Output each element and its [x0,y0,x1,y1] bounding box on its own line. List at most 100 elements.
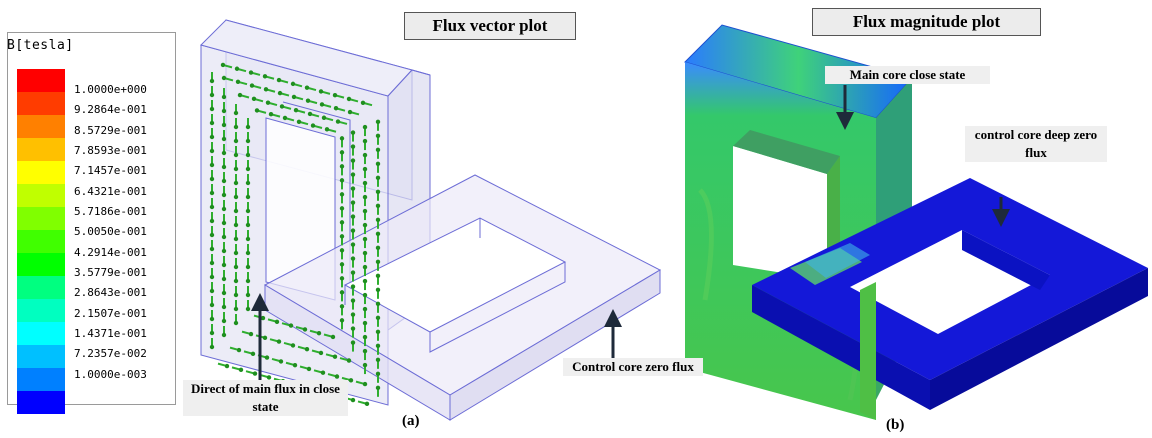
flux-vector-head [347,109,353,115]
legend-swatch [17,161,65,184]
flux-vector-head [221,136,227,142]
flux-vector-head [350,200,356,205]
flux-vector-head [221,94,227,100]
flux-vector-head [233,138,239,144]
legend-swatch [17,69,65,92]
legend-swatch [17,92,65,115]
flux-vector-head [209,134,215,140]
flux-vector-head [233,152,239,158]
flux-vector-head [233,180,239,186]
flux-vector-head [350,186,356,191]
flux-vector-head [292,362,298,368]
flux-vector-head [245,124,251,130]
panel-b-control-note: control core deep zero flux [965,126,1107,162]
flux-vector-head [362,334,368,340]
flux-vector-head [236,347,242,353]
flux-vector-head [209,162,215,168]
flux-vector-head [350,298,356,303]
flux-vector-head [375,175,381,181]
flux-vector-head [375,315,381,321]
flux-vector-head [305,98,311,103]
flux-vector-head [318,350,324,356]
flux-vector-head [362,250,368,256]
flux-vector-head [333,106,339,111]
flux-vector-head [339,234,345,239]
flux-vector-head [233,222,239,228]
flux-vector-head [209,288,215,294]
legend-label: 3.5779e-001 [74,266,147,280]
flux-vector-head [220,62,226,68]
flux-vector-head [339,206,345,211]
flux-vector-head [304,346,310,352]
flux-vector-head [339,318,345,323]
panel-b-label: (b) [886,417,905,433]
flux-vector-head [375,217,381,223]
flux-vector-head [265,100,271,105]
flux-vector-head [264,355,270,360]
flux-vector-head [362,138,368,144]
legend-swatch [17,299,65,322]
flux-vector-head [350,158,356,163]
flux-vector-head [233,306,239,312]
flux-vector-head [221,248,227,254]
flux-vector-head [375,161,381,167]
flux-vector-head [233,208,239,214]
flux-vector-head [339,290,345,295]
flux-vector-head [307,111,313,117]
legend-swatch [17,391,65,414]
legend-swatch [17,207,65,230]
flux-vector-head [209,106,215,112]
flux-vector-head [288,323,294,328]
flux-vector-head [319,102,325,107]
flux-vector-head [250,351,256,357]
flux-vector-head [304,85,310,90]
flux-vector-head [245,236,251,242]
flux-vector-head [221,262,227,268]
flux-vector-head [306,366,312,372]
flux-vector-head [375,343,381,349]
panel-a-label: (a) [402,413,420,429]
flux-vector-head [362,180,368,186]
legend-label: 1.0000e+000 [74,83,147,96]
panel-b-geometry [684,24,1148,420]
flux-vector-head [279,104,285,109]
flux-vector-head [339,192,345,197]
flux-vector-head [221,122,227,128]
panel-b-main-core-note: Main core close state [825,66,990,84]
flux-vector-head [245,166,251,172]
legend-label: 2.1507e-001 [74,306,147,320]
flux-vector-head [350,228,356,233]
flux-vector-head [235,79,241,84]
flux-vector-head [221,290,227,296]
flux-vector-head [362,348,368,354]
flux-vector-head [350,340,356,345]
flux-vector-head [233,124,239,130]
flux-vector-head [350,242,356,247]
flux-vector-head [282,115,288,121]
flux-vector-head [350,312,356,317]
flux-vector-head [209,330,215,336]
flux-vector-head [278,359,284,364]
flux-vector-head [233,110,239,116]
flux-vector-head [364,401,370,407]
flux-vector-head [233,264,239,270]
legend-swatch [17,253,65,276]
flux-vector-head [245,194,251,200]
flux-vector-head [375,301,381,307]
legend-label: 4.2914e-001 [74,245,147,259]
flux-vector-head [339,262,345,267]
flux-vector-head [291,94,297,100]
flux-vector-head [318,89,324,94]
flux-vector-head [233,236,239,242]
flux-vector-head [276,77,282,83]
flux-vector-head [375,329,381,335]
flux-vector-head [209,316,215,322]
flux-vector-head [209,190,215,196]
flux-vector-head [375,133,381,139]
flux-vector-head [350,130,356,135]
flux-vector-head [332,354,338,359]
flux-vector-head [221,150,227,156]
flux-vector-head [245,138,251,144]
legend-swatch [17,184,65,207]
flux-vector-head [332,93,338,98]
